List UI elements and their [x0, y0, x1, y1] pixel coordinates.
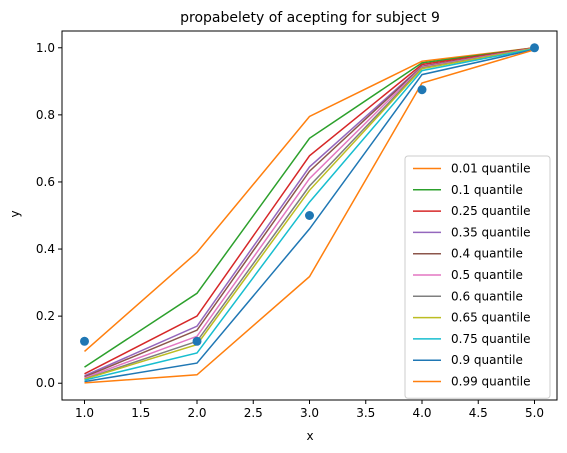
series-line-2: [84, 47, 535, 375]
y-axis-label: y: [8, 210, 22, 217]
legend-label: 0.9 quantile: [451, 353, 523, 367]
scatter-point: [80, 336, 89, 346]
series-line-9: [84, 48, 535, 383]
x-axis-label: x: [306, 429, 313, 443]
legend-label: 0.75 quantile: [451, 332, 530, 346]
y-axis: 0.0 0.2 0.4 0.6 0.8 1.0: [36, 41, 62, 390]
x-tick-label: 2.0: [187, 406, 206, 420]
legend-label: 0.25 quantile: [451, 204, 530, 218]
y-tick-label: 0.4: [36, 242, 55, 256]
series-line-7: [84, 47, 535, 380]
series-line-10: [84, 49, 535, 384]
x-axis: 1.0 1.5 2.0 2.5 3.0 3.5 4.0 4.5 5.0: [75, 400, 544, 420]
x-tick-label: 3.5: [356, 406, 375, 420]
series-line-0: [84, 47, 535, 352]
legend-label: 0.1 quantile: [451, 183, 523, 197]
series-line-1: [84, 47, 535, 368]
legend-label: 0.35 quantile: [451, 225, 530, 239]
y-tick-label: 0.2: [36, 309, 55, 323]
y-tick-label: 0.6: [36, 175, 55, 189]
legend-label: 0.01 quantile: [451, 162, 530, 176]
x-tick-label: 4.5: [469, 406, 488, 420]
series-line-8: [84, 48, 535, 381]
legend-label: 0.5 quantile: [451, 268, 523, 282]
scatter-point: [530, 43, 539, 53]
scatter-point: [192, 336, 202, 346]
y-tick-label: 0.8: [36, 108, 55, 122]
x-tick-label: 1.5: [131, 406, 150, 420]
plot-area: [80, 43, 539, 384]
x-tick-label: 4.0: [412, 406, 431, 420]
legend: 0.01 quantile 0.1 quantile 0.25 quantile 0.…: [404, 155, 551, 399]
scatter-point: [305, 211, 314, 220]
chart-title: propabelety of acepting for subject 9: [180, 10, 440, 26]
legend-box: [404, 155, 551, 399]
scatter-point: [417, 85, 427, 95]
x-tick-label: 2.5: [244, 406, 263, 420]
y-tick-label: 1.0: [36, 41, 55, 55]
x-tick-label: 5.0: [525, 406, 544, 420]
x-tick-label: 3.0: [300, 406, 319, 420]
legend-label: 0.4 quantile: [451, 247, 523, 261]
legend-label: 0.6 quantile: [451, 289, 523, 303]
x-tick-label: 1.0: [75, 406, 94, 420]
y-tick-label: 0.0: [36, 376, 55, 390]
legend-label: 0.65 quantile: [451, 311, 530, 325]
legend-label: 0.99 quantile: [451, 375, 530, 389]
